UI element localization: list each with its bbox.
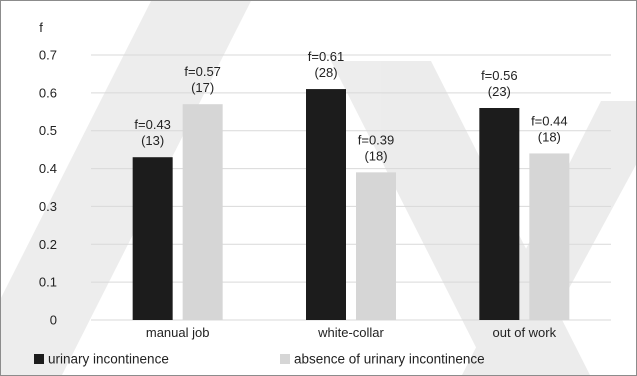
x-axis: manual job white-collar out of work	[146, 325, 557, 340]
bars	[132, 89, 570, 320]
y-axis-label: f	[39, 20, 43, 35]
data-label-value: f=0.43	[134, 117, 171, 132]
legend-swatch	[280, 354, 290, 364]
data-label-value: f=0.57	[184, 64, 221, 79]
bar	[356, 172, 396, 320]
y-tick-label: 0.3	[39, 199, 57, 214]
legend-label: urinary incontinence	[48, 352, 169, 367]
legend-swatch	[34, 354, 44, 364]
data-label-value: f=0.61	[308, 49, 345, 64]
bar	[479, 108, 520, 320]
y-tick-label: 0.5	[39, 123, 57, 138]
data-label-count: (17)	[191, 80, 214, 95]
data-label-value: f=0.39	[358, 132, 395, 147]
data-label-count: (23)	[488, 84, 511, 99]
data-label-count: (28)	[314, 65, 337, 80]
y-tick-label: 0.2	[39, 237, 57, 252]
data-label-value: f=0.56	[481, 68, 518, 83]
y-tick-label: 0.6	[39, 85, 57, 100]
x-tick-label: manual job	[146, 325, 210, 340]
data-label-count: (18)	[538, 129, 561, 144]
x-tick-label: out of work	[493, 325, 557, 340]
bar	[529, 153, 570, 320]
y-tick-label: 0.4	[39, 161, 57, 176]
legend: urinary incontinence absence of urinary i…	[34, 352, 485, 367]
data-labels: f=0.43(13)f=0.57(17)f=0.61(28)f=0.39(18)…	[134, 49, 567, 163]
y-axis: 0 0.1 0.2 0.3 0.4 0.5 0.6 0.7	[39, 48, 57, 328]
y-tick-label: 0.1	[39, 275, 57, 290]
data-label-count: (18)	[364, 148, 387, 163]
data-label-value: f=0.44	[531, 113, 568, 128]
data-label-count: (13)	[141, 133, 164, 148]
bar	[306, 89, 346, 320]
bar	[182, 104, 223, 320]
gridlines	[91, 54, 611, 321]
y-tick-label: 0	[50, 313, 57, 328]
y-tick-label: 0.7	[39, 48, 57, 63]
x-tick-label: white-collar	[317, 325, 384, 340]
legend-label: absence of urinary incontinence	[294, 352, 485, 367]
bar	[132, 157, 173, 320]
